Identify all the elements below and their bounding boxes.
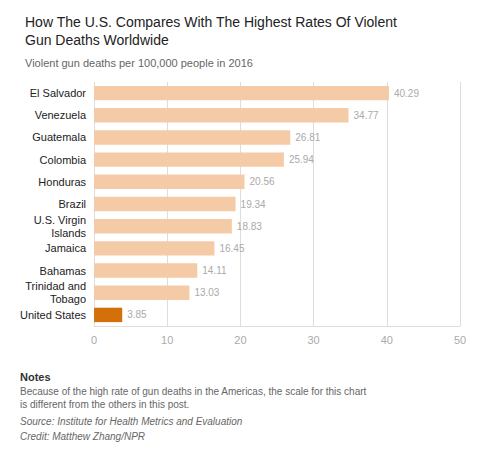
- svg-text:Source: Institute for Health M: Source: Institute for Health Metrics and…: [20, 416, 243, 427]
- svg-text:Brazil: Brazil: [59, 198, 87, 210]
- svg-text:Gun Deaths Worldwide: Gun Deaths Worldwide: [25, 32, 169, 48]
- svg-text:Trinidad and: Trinidad and: [25, 280, 86, 292]
- svg-text:Violent gun deaths per 100,000: Violent gun deaths per 100,000 people in…: [25, 57, 253, 69]
- svg-text:Notes: Notes: [20, 371, 51, 383]
- svg-text:13.03: 13.03: [194, 287, 219, 298]
- svg-text:Venezuela: Venezuela: [35, 109, 87, 121]
- svg-text:14.11: 14.11: [202, 265, 227, 276]
- svg-text:United States: United States: [20, 309, 87, 321]
- svg-text:50: 50: [454, 334, 466, 346]
- svg-text:0: 0: [91, 334, 97, 346]
- svg-text:25.94: 25.94: [289, 154, 314, 165]
- svg-text:El Salvador: El Salvador: [30, 87, 87, 99]
- svg-text:Islands: Islands: [51, 227, 86, 239]
- svg-text:U.S. Virgin: U.S. Virgin: [34, 214, 86, 226]
- svg-text:20.56: 20.56: [250, 176, 275, 187]
- svg-text:Tobago: Tobago: [50, 293, 86, 305]
- svg-text:19.34: 19.34: [241, 199, 266, 210]
- svg-text:3.85: 3.85: [127, 309, 147, 320]
- svg-text:16.45: 16.45: [219, 243, 244, 254]
- svg-text:18.83: 18.83: [237, 221, 262, 232]
- svg-text:20: 20: [234, 334, 246, 346]
- svg-text:34.77: 34.77: [354, 110, 379, 121]
- svg-text:26.81: 26.81: [295, 132, 320, 143]
- svg-text:Because of the high rate of gu: Because of the high rate of gun deaths i…: [20, 386, 369, 397]
- svg-text:How The U.S. Compares With The: How The U.S. Compares With The Highest R…: [25, 14, 397, 30]
- svg-text:Honduras: Honduras: [38, 176, 86, 188]
- svg-text:Colombia: Colombia: [40, 154, 87, 166]
- svg-text:is different from the others i: is different from the others in this pos…: [20, 399, 189, 410]
- svg-text:30: 30: [307, 334, 319, 346]
- svg-text:10: 10: [161, 334, 173, 346]
- svg-text:40.29: 40.29: [394, 88, 419, 99]
- svg-text:Guatemala: Guatemala: [32, 131, 87, 143]
- svg-text:40: 40: [381, 334, 393, 346]
- svg-text:Jamaica: Jamaica: [45, 242, 87, 254]
- svg-text:Bahamas: Bahamas: [40, 265, 87, 277]
- svg-text:Credit: Matthew Zhang/NPR: Credit: Matthew Zhang/NPR: [20, 431, 145, 442]
